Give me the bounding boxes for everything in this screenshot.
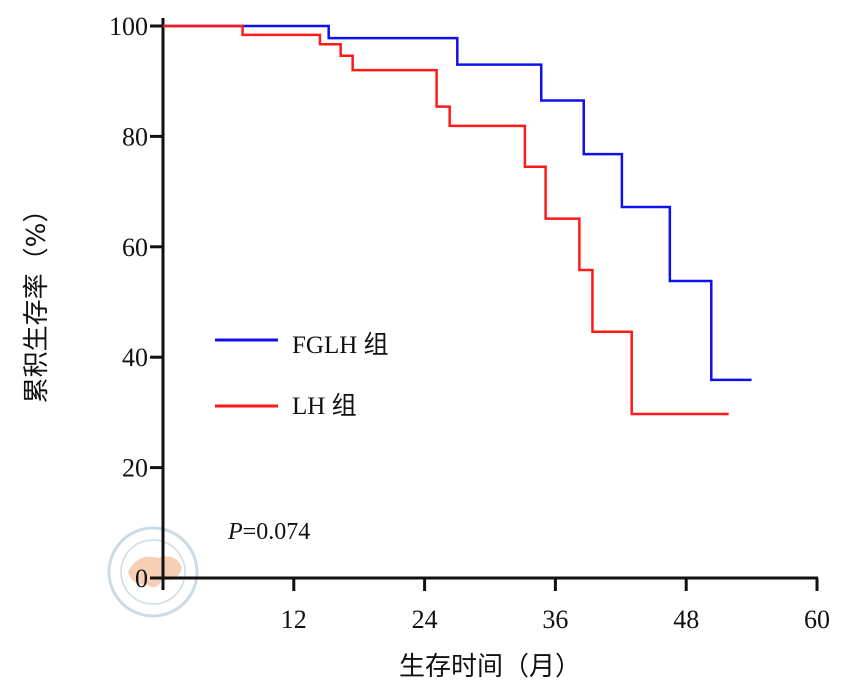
- axes: [150, 18, 818, 590]
- x-tick-label: 24: [412, 605, 438, 634]
- watermark-seal: [107, 526, 199, 618]
- x-tick-label: 36: [542, 605, 568, 634]
- legend: FGLH 组 LH 组: [215, 331, 389, 420]
- y-tick-label: 60: [122, 233, 148, 262]
- y-tick-label: 20: [122, 454, 148, 483]
- p-value: =0.074: [243, 519, 311, 545]
- y-axis-title: 累积生存率（%）: [22, 197, 52, 404]
- y-tick-label: 100: [109, 12, 148, 41]
- legend-label-fglh: FGLH 组: [292, 331, 389, 359]
- y-tick-label: 40: [122, 343, 148, 372]
- survival-curve-1: [163, 24, 729, 416]
- survival-curve-0: [163, 24, 752, 382]
- y-tick-label: 80: [122, 122, 148, 151]
- x-axis-title: 生存时间（月）: [399, 652, 581, 682]
- y-tick-label: 0: [135, 564, 148, 593]
- p-value-annotation: P=0.074: [227, 519, 310, 545]
- x-tick-label: 12: [281, 605, 307, 634]
- x-tick-label: 60: [804, 605, 830, 634]
- legend-label-lh: LH 组: [292, 392, 357, 420]
- x-tick-label: 48: [673, 605, 699, 634]
- p-label: P: [227, 519, 243, 545]
